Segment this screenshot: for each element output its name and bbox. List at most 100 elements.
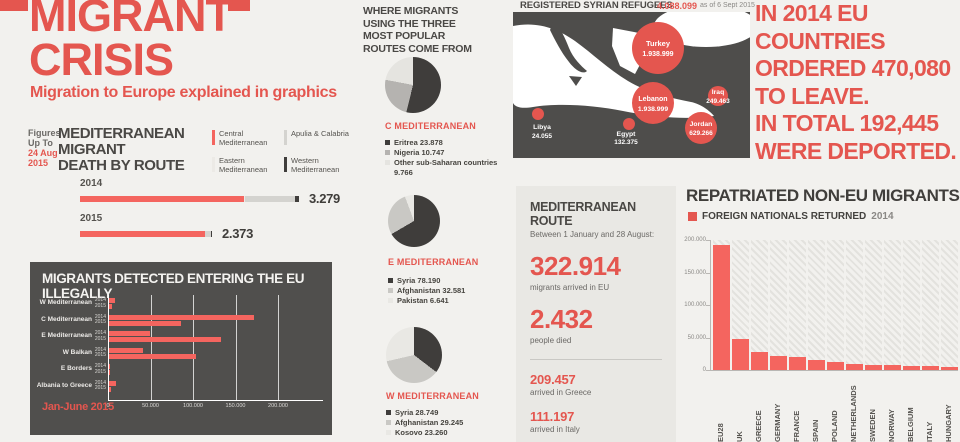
gridline	[278, 295, 279, 400]
pie-legend: Eritrea 23.878 Nigeria 10.747 Other sub-Sa…	[385, 138, 503, 178]
svg-text:Iraq: Iraq	[712, 89, 724, 96]
legend-label: Central Mediterranean	[219, 129, 268, 147]
y-tick-mark	[706, 305, 710, 306]
bar	[109, 337, 222, 342]
bar-segment	[245, 195, 295, 202]
x-tick-label: 100.000	[183, 403, 203, 409]
bar	[109, 331, 150, 336]
death-by-route-title-line: MEDITERRANEAN	[58, 125, 185, 142]
pie-legend-label: Eritrea 23.878	[394, 138, 443, 147]
hatch-column	[941, 240, 958, 370]
x-tick-label: 50.000	[142, 403, 159, 409]
category-label: E Borders	[60, 365, 92, 372]
pie-legend-label: Kosovo 23.260	[395, 428, 448, 437]
country-label: UK	[735, 431, 744, 442]
bar	[903, 366, 920, 370]
svg-text:Turkey: Turkey	[646, 39, 671, 48]
pies-header-line: USING THE THREE	[363, 17, 456, 30]
country-label: EU28	[716, 423, 725, 442]
pie-legend-label: Syria 78.190	[397, 276, 441, 285]
pie-legend-label: Afghanistan 29.245	[395, 418, 464, 427]
pie-legend-item: Other sub-Saharan countries 9.766	[385, 158, 503, 178]
bar	[789, 357, 806, 370]
svg-text:24.055: 24.055	[532, 133, 552, 140]
med-route-divider	[530, 359, 662, 360]
bar	[109, 370, 110, 375]
legend-item: Central Mediterranean	[212, 129, 284, 147]
hatch-column	[751, 240, 768, 370]
year-labels: 2014 2015	[94, 379, 106, 391]
pies-header-line: WHERE MIGRANTS	[363, 5, 459, 17]
country-label: NETHERLANDS	[849, 385, 858, 442]
category-label: Albania to Greece	[36, 381, 92, 389]
y-tick-label: 200.000	[684, 237, 706, 243]
stacked-bar	[80, 195, 299, 202]
legend-swatch	[284, 130, 287, 145]
x-tick-label: 200.000	[268, 403, 288, 409]
sicily-shape	[569, 76, 582, 86]
repatriated-chart-plot: 200.000 150.000 100.000 50.000 0	[684, 237, 958, 373]
country-label: GREECE	[754, 410, 763, 442]
pie-legend-label: Afghanistan 32.581	[397, 286, 466, 295]
pie-chart	[385, 57, 441, 113]
bar	[865, 365, 882, 370]
med-route-stat-value: 209.457	[530, 372, 576, 387]
italy-shape	[550, 22, 587, 73]
pie-legend-swatch	[386, 410, 391, 415]
med-route-title: MEDITERRANEAN ROUTE	[530, 200, 636, 228]
country-label: POLAND	[830, 410, 839, 442]
pie-legend-item: Afghanistan 29.245	[386, 418, 504, 428]
med-route-stat-value: 322.914	[530, 251, 621, 281]
bar	[751, 352, 768, 370]
pie-legend-swatch	[385, 150, 390, 155]
y-tick-mark	[706, 370, 710, 371]
pie-legend-swatch	[388, 278, 393, 283]
country-label: BELGIUM	[906, 407, 915, 442]
bubble-lebanon: Lebanon 1.938.999	[632, 82, 674, 124]
gridline	[150, 295, 152, 400]
legend-swatch	[284, 157, 287, 172]
svg-text:132.375: 132.375	[614, 139, 638, 146]
repatriated-legend-year: 2014	[871, 211, 894, 222]
hatch-column	[865, 240, 882, 370]
country-label: NORWAY	[887, 409, 896, 442]
legend-swatch-red	[688, 212, 697, 221]
map-total-value: 4.088.099	[657, 1, 698, 11]
bar	[922, 366, 939, 370]
stacked-bar	[80, 230, 212, 237]
death-by-route-chart: 2014 3.279 2015 2.373	[80, 178, 340, 248]
pie-legend-swatch	[388, 298, 393, 303]
pie-chart	[386, 327, 442, 383]
pie-legend-swatch	[385, 140, 390, 145]
hatch-column	[884, 240, 901, 370]
map-asof-label: as of 6 Sept 2015	[700, 2, 755, 9]
y-tick-label: 150.000	[684, 269, 706, 276]
country-label: ITALY	[925, 421, 934, 442]
bar-row: 2.373	[80, 226, 340, 241]
svg-text:1.938.999: 1.938.999	[642, 51, 673, 58]
decor-red-block-mid	[228, 0, 250, 11]
death-by-route-title-line: MIGRANT	[58, 141, 126, 158]
mediterranean-map-svg: Turkey 1.938.999 Lebanon 1.938.999 Iraq …	[513, 5, 758, 158]
bar-segment	[211, 230, 212, 237]
bar	[109, 364, 111, 369]
hatch-column	[903, 240, 920, 370]
bar	[846, 363, 863, 370]
bar	[109, 353, 196, 359]
pie-legend-swatch	[388, 288, 393, 293]
illegal-entries-title: MIGRANTS DETECTED ENTERING THE EU ILLEGA…	[42, 271, 305, 301]
y-tick-label: 0	[702, 367, 706, 373]
bar	[109, 386, 112, 392]
bar-total-value: 3.279	[308, 191, 340, 206]
repatriated-title: REPATRIATED NON-EU MIGRANTS	[686, 186, 960, 205]
pie-route-label: C MEDITERRANEAN	[385, 121, 477, 131]
deportation-line: COUNTRIES	[755, 27, 886, 54]
pie-legend-swatch	[385, 160, 390, 165]
hatch-column	[922, 240, 939, 370]
x-tick-label: 0	[106, 403, 110, 409]
bar	[713, 245, 730, 370]
repatriated-category-labels: EU28 UK GREECE GERMANY FRANCE SPAIN POLAND NETH…	[710, 374, 957, 442]
bar	[109, 304, 113, 309]
pie-legend-item: Syria 78.190	[388, 276, 506, 286]
